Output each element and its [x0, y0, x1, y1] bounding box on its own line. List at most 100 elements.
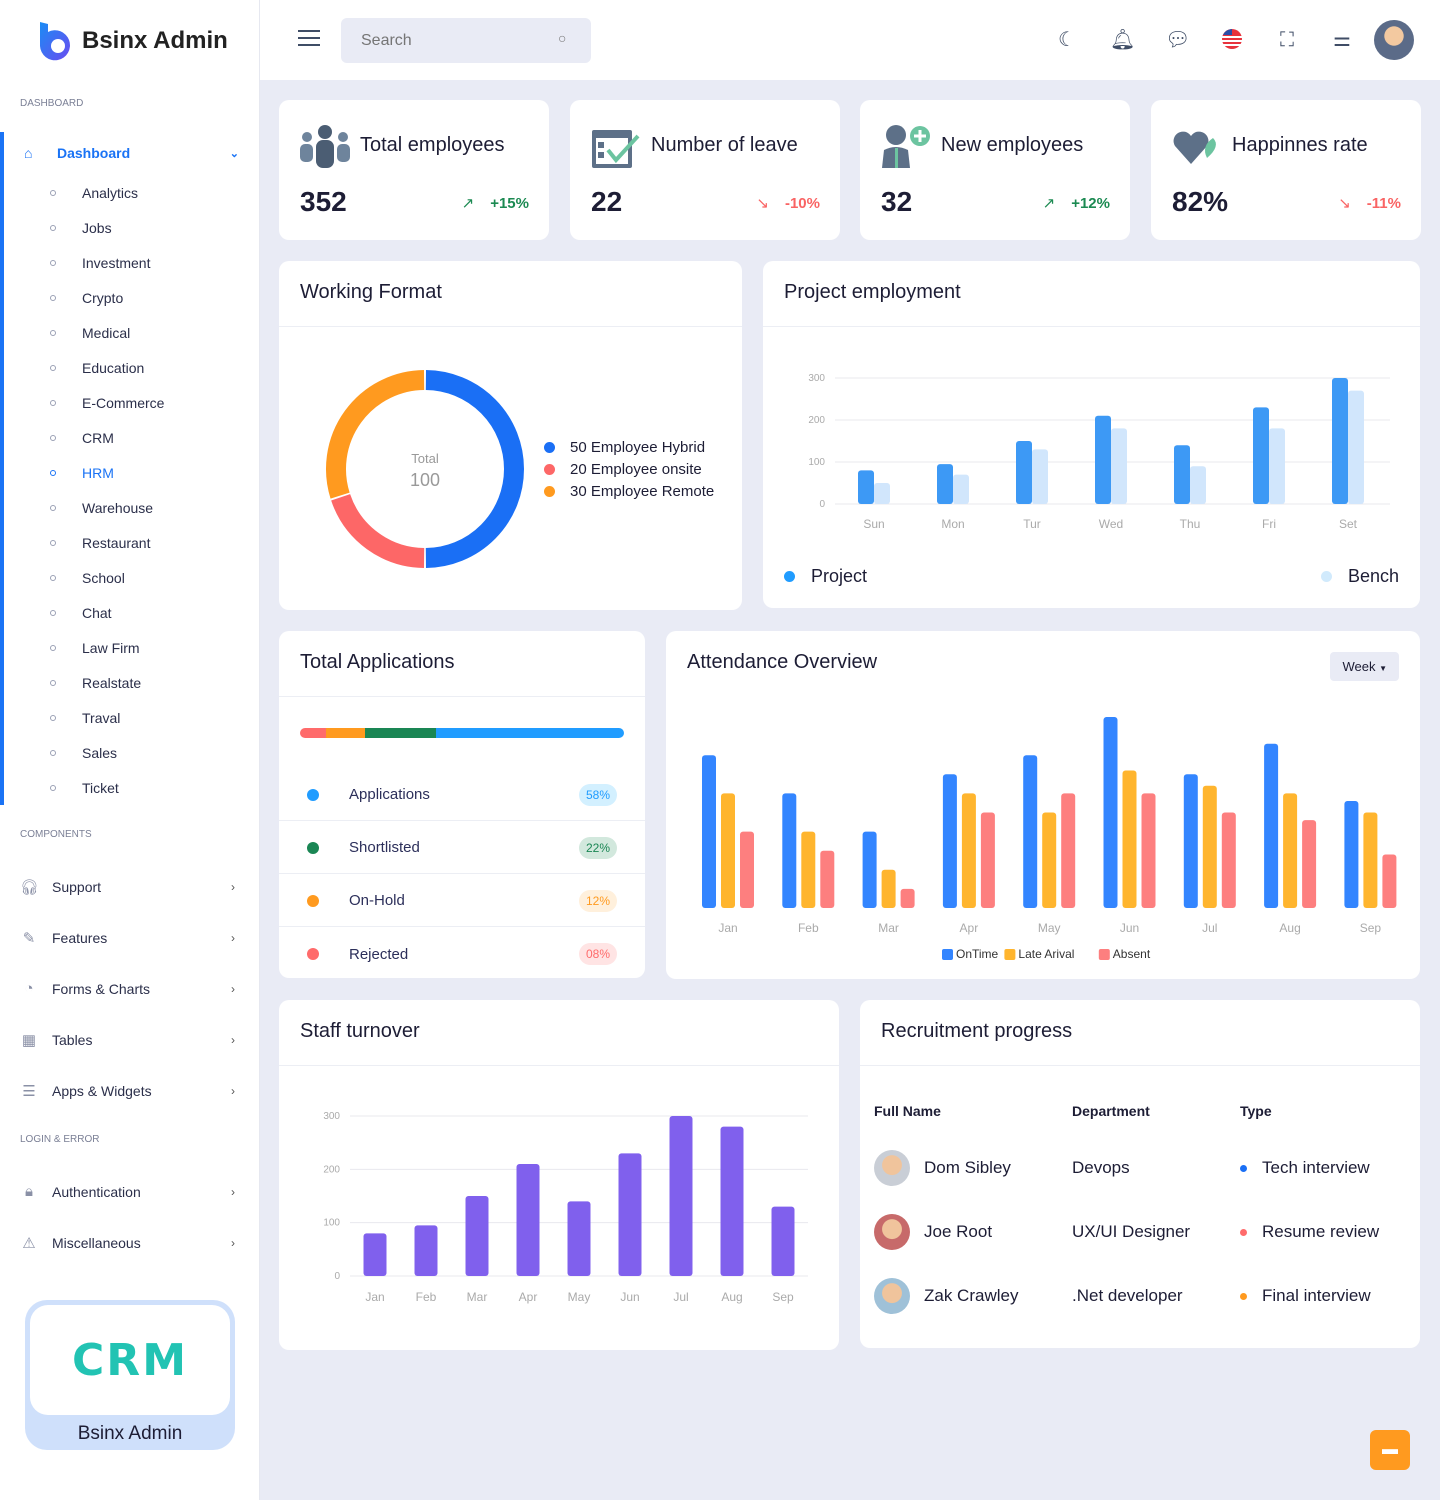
sidebar-subitem[interactable]: Law Firm	[50, 640, 240, 656]
sidebar-subitem[interactable]: Traval	[50, 710, 240, 726]
data-bar[interactable]	[516, 1164, 540, 1276]
fullscreen-icon[interactable]: ⛶	[1280, 29, 1294, 51]
sidebar-subitem[interactable]: Analytics	[50, 185, 240, 201]
data-bar[interactable]	[782, 793, 797, 908]
sidebar-item[interactable]: ◔ Forms & Charts ›	[20, 980, 235, 998]
data-bar[interactable]	[1122, 770, 1137, 908]
sidebar-subitem[interactable]: Restaurant	[50, 535, 240, 551]
brand-logo[interactable]: Bsinx Admin	[38, 20, 228, 62]
data-bar[interactable]	[1221, 812, 1236, 909]
user-avatar[interactable]	[1374, 20, 1414, 60]
data-bar[interactable]	[1032, 449, 1048, 504]
data-bar[interactable]	[862, 831, 877, 908]
sidebar-subitem[interactable]: Realstate	[50, 675, 240, 691]
application-row[interactable]: Shortlisted 22%	[279, 822, 645, 874]
recruitment-row[interactable]: Dom Sibley Devops Tech interview	[860, 1150, 1420, 1186]
data-bar[interactable]	[618, 1153, 642, 1276]
sidebar-subitem[interactable]: Warehouse	[50, 500, 240, 516]
sidebar-subitem[interactable]: Ticket	[50, 780, 240, 796]
sidebar-subitem[interactable]: Chat	[50, 605, 240, 621]
data-bar[interactable]	[1382, 854, 1397, 908]
sidebar-item[interactable]: 🎧︎ Support ›	[20, 878, 235, 896]
legend-project[interactable]: Project	[784, 566, 867, 587]
data-bar[interactable]	[1023, 755, 1038, 908]
data-bar[interactable]	[942, 774, 957, 908]
data-bar[interactable]	[858, 470, 874, 504]
sidebar-item[interactable]: ✎ Features ›	[20, 929, 235, 947]
data-bar[interactable]	[1016, 441, 1032, 504]
donut-slice[interactable]	[331, 493, 425, 568]
sidebar-item[interactable]: ⚠ Miscellaneous ›	[20, 1234, 235, 1252]
search-input[interactable]	[341, 18, 591, 63]
data-bar[interactable]	[1183, 774, 1198, 908]
data-bar[interactable]	[567, 1201, 591, 1276]
chat-support-button[interactable]: ▬	[1370, 1430, 1410, 1470]
legend-bench[interactable]: Bench	[1320, 566, 1399, 587]
data-bar[interactable]	[820, 850, 835, 908]
recruitment-row[interactable]: Zak Crawley .Net developer Final interview	[860, 1278, 1420, 1314]
data-bar[interactable]	[669, 1116, 693, 1276]
data-bar[interactable]	[874, 483, 890, 504]
recruitment-row[interactable]: Joe Root UX/UI Designer Resume review	[860, 1214, 1420, 1250]
data-bar[interactable]	[720, 1126, 744, 1276]
legend-item[interactable]: 20 Employee onsite	[544, 461, 714, 478]
chat-icon[interactable]: 💬︎	[1165, 29, 1191, 51]
sidebar-item-dashboard[interactable]: ⌂ Dashboard ⌄	[24, 145, 239, 161]
sidebar-subitem[interactable]: School	[50, 570, 240, 586]
data-bar[interactable]	[900, 888, 915, 908]
data-bar[interactable]	[1190, 466, 1206, 504]
data-bar[interactable]	[980, 812, 995, 909]
sidebar-subitem[interactable]: CRM	[50, 430, 240, 446]
data-bar[interactable]	[1269, 428, 1285, 504]
promo-card[interactable]: CRM Bsinx Admin	[25, 1300, 235, 1450]
application-row[interactable]: On-Hold 12%	[279, 875, 645, 927]
data-bar[interactable]	[1302, 820, 1317, 908]
us-flag-icon[interactable]	[1220, 28, 1244, 52]
application-row[interactable]: Applications 58%	[279, 769, 645, 821]
data-bar[interactable]	[953, 474, 969, 504]
sidebar-item[interactable]: 🔒︎ Authentication ›	[20, 1183, 235, 1201]
data-bar[interactable]	[414, 1225, 438, 1276]
data-bar[interactable]	[1042, 812, 1057, 909]
data-bar[interactable]	[1283, 793, 1298, 908]
data-bar[interactable]	[740, 831, 754, 908]
menu-toggle-icon[interactable]	[298, 30, 320, 46]
sidebar-subitem[interactable]: Crypto	[50, 290, 240, 306]
data-bar[interactable]	[1264, 743, 1279, 908]
data-bar[interactable]	[771, 1206, 795, 1276]
sidebar-subitem[interactable]: Jobs	[50, 220, 240, 236]
legend-item[interactable]: 30 Employee Remote	[544, 483, 714, 500]
data-bar[interactable]	[363, 1233, 387, 1276]
data-bar[interactable]	[721, 793, 735, 908]
sidebar-subitem[interactable]: Medical	[50, 325, 240, 341]
data-bar[interactable]	[1332, 378, 1348, 504]
bell-icon[interactable]: 🔔︎	[1110, 29, 1136, 51]
application-row[interactable]: Rejected 08%	[279, 928, 645, 980]
data-bar[interactable]	[1363, 812, 1378, 909]
week-dropdown[interactable]: Week ▼	[1330, 652, 1399, 681]
donut-slice[interactable]	[425, 370, 525, 568]
sidebar-subitem[interactable]: Investment	[50, 255, 240, 271]
sidebar-item[interactable]: ☰ Apps & Widgets ›	[20, 1082, 235, 1100]
data-bar[interactable]	[1141, 793, 1156, 908]
data-bar[interactable]	[881, 869, 896, 908]
data-bar[interactable]	[465, 1196, 489, 1276]
sidebar-subitem[interactable]: Sales	[50, 745, 240, 761]
data-bar[interactable]	[702, 755, 716, 908]
data-bar[interactable]	[1202, 785, 1217, 908]
data-bar[interactable]	[1111, 428, 1127, 504]
data-bar[interactable]	[1253, 407, 1269, 504]
sidebar-item[interactable]: ▦ Tables ›	[20, 1031, 235, 1049]
data-bar[interactable]	[1103, 717, 1118, 908]
data-bar[interactable]	[1348, 390, 1364, 504]
data-bar[interactable]	[1061, 793, 1076, 908]
settings-sliders-icon[interactable]: ⚌	[1333, 29, 1351, 51]
legend-item[interactable]: 50 Employee Hybrid	[544, 439, 714, 456]
search-icon[interactable]: ○	[558, 30, 567, 46]
donut-slice[interactable]	[326, 370, 425, 499]
data-bar[interactable]	[937, 464, 953, 504]
sidebar-subitem[interactable]: E-Commerce	[50, 395, 240, 411]
dark-mode-icon[interactable]: ☾	[1058, 29, 1076, 51]
data-bar[interactable]	[1095, 415, 1111, 504]
data-bar[interactable]	[1174, 445, 1190, 504]
